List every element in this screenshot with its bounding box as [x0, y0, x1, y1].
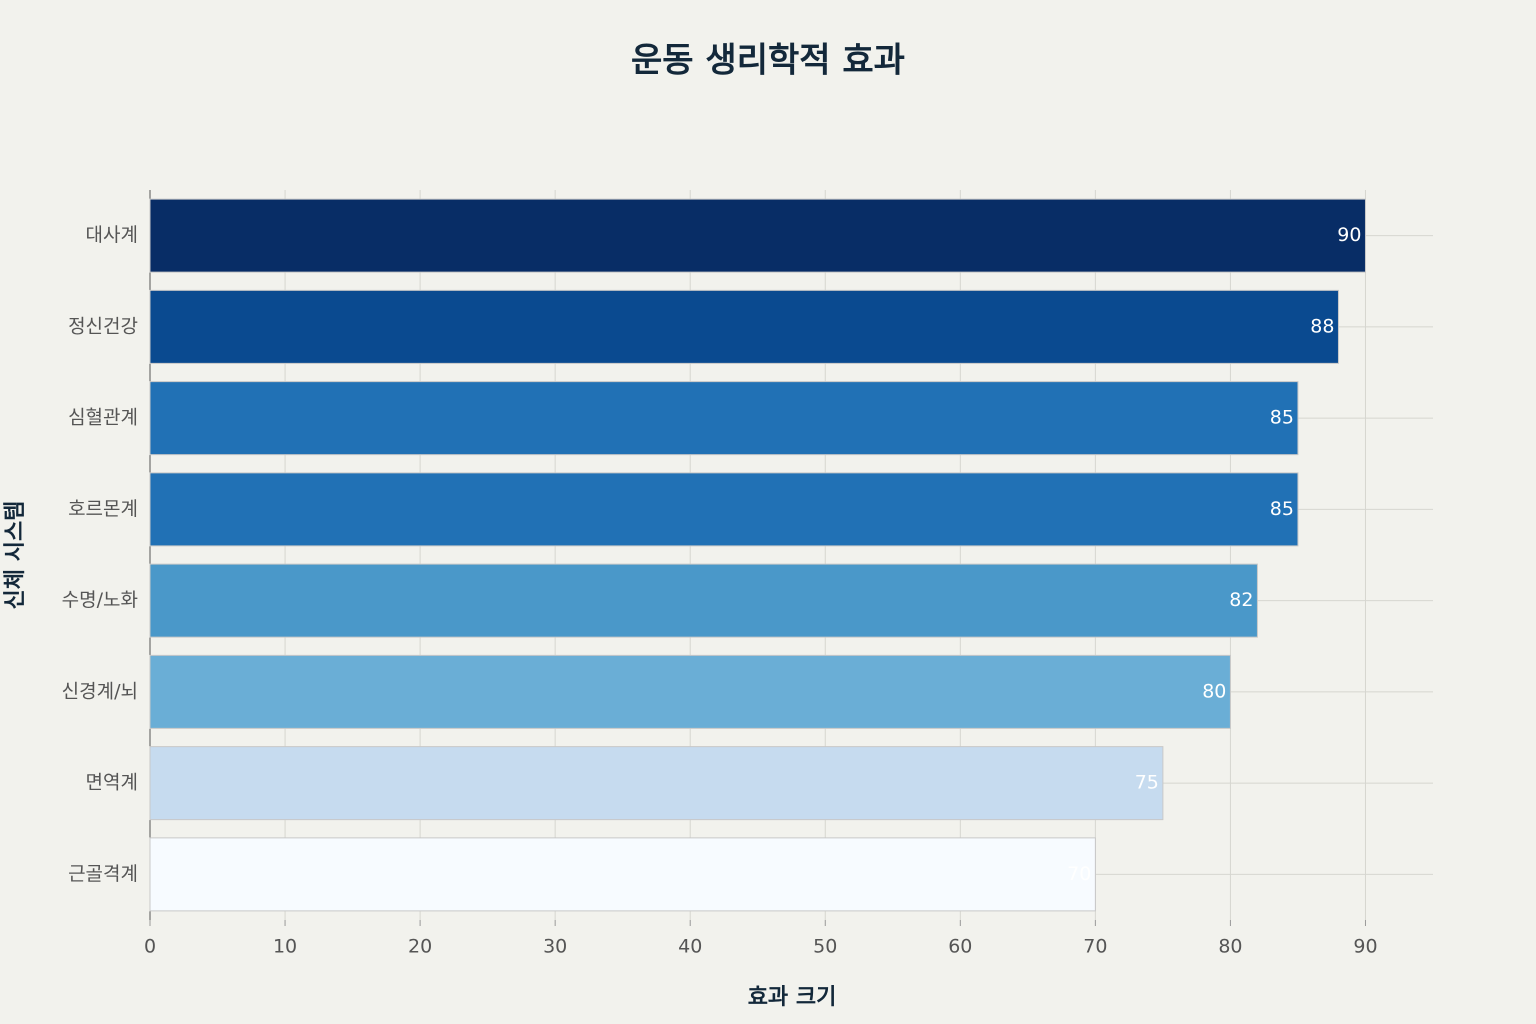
y-tick-label: 신경계/뇌: [62, 680, 138, 702]
x-tick-label: 60: [948, 936, 972, 958]
x-tick-label: 80: [1218, 936, 1242, 958]
x-tick-label: 0: [144, 936, 156, 958]
x-tick-label: 70: [1083, 936, 1107, 958]
bar: [149, 289, 1339, 364]
y-tick-label: 심혈관계: [68, 407, 138, 429]
bar: [149, 472, 1299, 547]
bar: [149, 198, 1366, 273]
y-tick-label: 근골격계: [68, 863, 138, 885]
bar: [149, 746, 1164, 821]
x-tick-label: 20: [408, 936, 432, 958]
y-axis-label: 신체 시스템: [3, 501, 28, 610]
x-axis-label: 효과 크기: [748, 985, 837, 1010]
value-label: 85: [1270, 498, 1294, 520]
x-tick-label: 90: [1353, 936, 1377, 958]
value-label: 75: [1135, 772, 1159, 794]
value-label: 85: [1270, 407, 1294, 429]
value-label: 88: [1310, 315, 1334, 337]
y-tick-label: 호르몬계: [68, 498, 138, 520]
y-tick-label: 대사계: [86, 224, 138, 246]
bar: [149, 654, 1231, 729]
bar: [149, 563, 1258, 638]
value-label: 80: [1202, 680, 1226, 702]
value-label: 82: [1229, 589, 1253, 611]
y-tick-label: 수명/노화: [62, 589, 138, 611]
value-label: 90: [1337, 224, 1361, 246]
bar: [149, 381, 1299, 456]
x-tick-label: 10: [273, 936, 297, 958]
value-label: 70: [1067, 863, 1091, 885]
x-tick-label: 50: [813, 936, 837, 958]
chart-title: 운동 생리학적 효과: [631, 41, 905, 81]
x-tick-label: 40: [678, 936, 702, 958]
y-tick-label: 정신건강: [68, 315, 138, 337]
y-tick-label: 면역계: [86, 772, 138, 794]
x-tick-label: 30: [543, 936, 567, 958]
bar: [149, 837, 1096, 912]
